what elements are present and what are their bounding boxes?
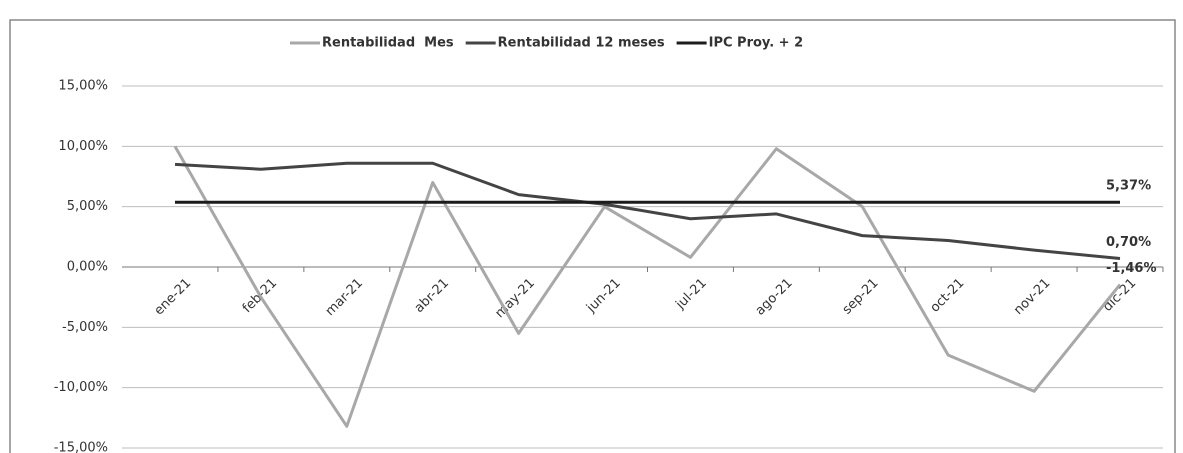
chart-frame: [9, 19, 1176, 453]
y-tick-label: 5,00%: [67, 199, 108, 214]
y-tick-label: 10,00%: [58, 139, 108, 154]
y-tick-label: -15,00%: [54, 441, 108, 453]
legend-label: Rentabilidad 12 meses: [498, 36, 665, 51]
y-tick-label: 15,00%: [58, 79, 108, 94]
data-label: 0,70%: [1106, 235, 1151, 250]
data-label: 5,37%: [1106, 179, 1151, 194]
legend-label: IPC Proy. + 2: [709, 36, 804, 51]
line-series: [174, 161, 1121, 261]
y-tick-label: -5,00%: [62, 320, 108, 335]
y-tick-label: 0,00%: [67, 260, 108, 275]
y-tick-label: -10,00%: [54, 380, 108, 395]
data-label: -1,46%: [1106, 261, 1157, 276]
line-series: [173, 145, 1122, 428]
legend-label: Rentabilidad Mes: [322, 36, 454, 51]
